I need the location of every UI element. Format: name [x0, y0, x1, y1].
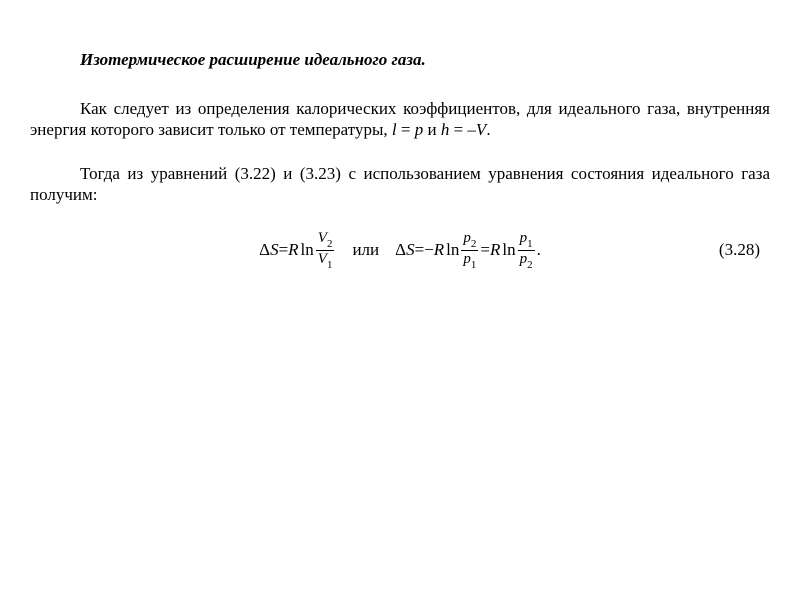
eq-sign-5: = [480, 240, 490, 260]
var-S-1: S [270, 240, 279, 260]
frac-V2-V1: V2 V1 [316, 231, 335, 270]
eq-sign-1: = [397, 120, 415, 139]
frac-p1-p2: p1 p2 [518, 231, 535, 270]
page: Изотермическое расширение идеального газ… [0, 0, 800, 303]
var-V: V [476, 120, 486, 139]
sub-1b: 1 [471, 259, 477, 271]
var-p: p [415, 120, 424, 139]
ln-3: ln [502, 240, 515, 260]
num-p2: p [463, 230, 471, 246]
and-text: и [423, 120, 441, 139]
sub-1a: 1 [327, 259, 333, 271]
delta: Δ [259, 240, 270, 260]
paragraph-1: Как следует из определения калорических … [30, 98, 770, 141]
var-R-3: R [490, 240, 500, 260]
sub-2c: 2 [527, 259, 533, 271]
num-p1: p [520, 230, 528, 246]
eq-sign-3: = [279, 240, 289, 260]
delta-2: Δ [395, 240, 406, 260]
ln-1: ln [301, 240, 314, 260]
num-V2: V [318, 230, 327, 246]
eq-sign-2: = [449, 120, 467, 139]
ln-2: ln [446, 240, 459, 260]
eq-part-1: ΔS = Rln V2 V1 [259, 231, 336, 270]
sub-2a: 2 [327, 238, 333, 250]
paragraph-2: Тогда из уравнений (3.22) и (3.23) с исп… [30, 163, 770, 206]
or-text: или [350, 240, 381, 260]
sub-2b: 2 [471, 238, 477, 250]
den-p2: p [520, 251, 528, 267]
equation-row: ΔS = Rln V2 V1 или ΔS = −Rln p2 p1 = Rln… [30, 227, 770, 273]
den-p1: p [463, 251, 471, 267]
den-V1: V [318, 251, 327, 267]
minus-sign: – [467, 120, 476, 139]
dot-1: . [486, 120, 490, 139]
eq-sign-4: = [415, 240, 425, 260]
para2-text: Тогда из уравнений (3.22) и (3.23) с исп… [30, 164, 770, 204]
sub-1c: 1 [527, 238, 533, 250]
var-R-2: R [434, 240, 444, 260]
var-R-1: R [288, 240, 298, 260]
frac-p2-p1: p2 p1 [461, 231, 478, 270]
eq-part-2: ΔS = −Rln p2 p1 = Rln p1 p2 . [395, 231, 541, 270]
eq-dot: . [537, 240, 541, 260]
var-S-2: S [406, 240, 415, 260]
section-heading: Изотермическое расширение идеального газ… [80, 50, 770, 70]
equation-number: (3.28) [719, 240, 760, 260]
equation-3-28: ΔS = Rln V2 V1 или ΔS = −Rln p2 p1 = Rln… [259, 231, 541, 270]
neg-sign: − [424, 240, 434, 260]
